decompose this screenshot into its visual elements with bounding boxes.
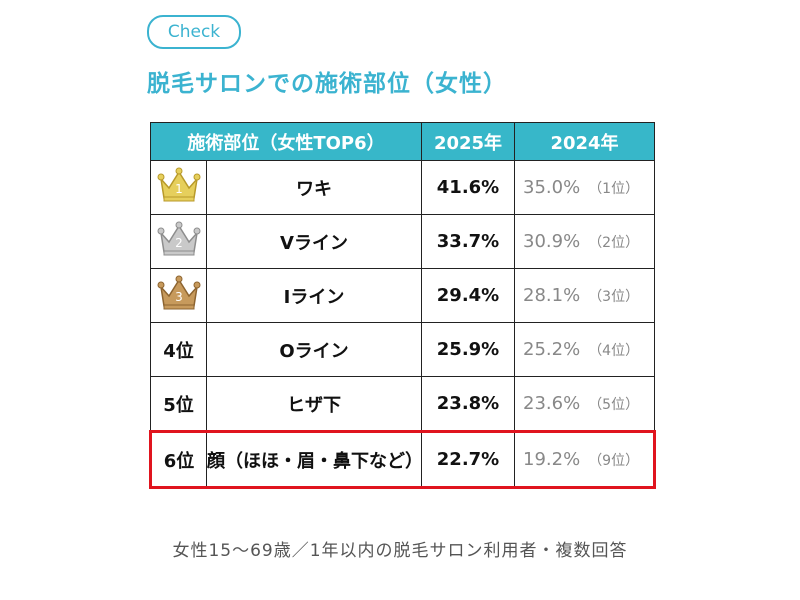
header-cell: 2024年 [514, 122, 655, 161]
value-2024: 23.6% [523, 393, 581, 414]
value-2024: 30.9% [523, 231, 581, 252]
value-2025: 33.7% [421, 214, 515, 269]
value-2024-cell: 25.2% （4位） [514, 322, 655, 377]
rank-cell: 3 [150, 268, 207, 323]
rank-2024: （2位） [588, 235, 640, 251]
header-cell: 施術部位（女性TOP6） [150, 122, 422, 161]
title: 脱毛サロンでの施術部位（女性） [147, 71, 507, 97]
crown-icon: 2 [157, 221, 200, 256]
footnote: 女性15〜69歳／1年以内の脱毛サロン利用者・複数回答 [172, 541, 628, 561]
table-row: 1 ワキ 41.6% 35.0% （1位） [150, 160, 655, 215]
ranking-table: 施術部位（女性TOP6） 2025年 2024年 1 ワキ 41.6% 35.0% （1… [149, 122, 656, 489]
rank-number: 1 [175, 182, 183, 196]
value-2024: 19.2% [523, 449, 581, 470]
table-row: 6位 顔（ほほ・眉・鼻下など） 22.7% 19.2% （9位） [149, 430, 656, 489]
crown-icon: 3 [157, 275, 200, 310]
rank-number: 2 [175, 236, 183, 250]
rank-2024: （9位） [588, 453, 640, 469]
rank-number: 3 [175, 290, 183, 304]
item-cell: Vライン [206, 214, 422, 269]
item-cell: 顔（ほほ・眉・鼻下など） [206, 430, 423, 489]
rank-cell: 2 [150, 214, 207, 269]
value-2024-cell: 35.0% （1位） [514, 160, 655, 215]
value-2025: 29.4% [421, 268, 515, 323]
rank-2024: （4位） [588, 343, 640, 359]
table-row: 3 Iライン 29.4% 28.1% （3位） [150, 268, 655, 323]
rank-2024: （1位） [588, 181, 640, 197]
table-row: 5位 ヒザ下 23.8% 23.6% （5位） [150, 376, 655, 432]
item-cell: ワキ [206, 160, 422, 215]
rank-cell: 1 [150, 160, 207, 215]
table-row: 2 Vライン 33.7% 30.9% （2位） [150, 214, 655, 269]
crown-icon: 1 [157, 167, 200, 202]
value-2024-cell: 28.1% （3位） [514, 268, 655, 323]
rank-2024: （5位） [588, 397, 640, 413]
value-2024-cell: 19.2% （9位） [514, 430, 656, 489]
value-2024: 28.1% [523, 285, 581, 306]
check-badge: Check [147, 15, 241, 49]
value-2025: 25.9% [421, 322, 515, 377]
rank-cell: 4位 [150, 322, 207, 377]
header-cell: 2025年 [421, 122, 515, 161]
rank-cell: 5位 [150, 376, 207, 432]
item-cell: Oライン [206, 322, 422, 377]
value-2024-cell: 30.9% （2位） [514, 214, 655, 269]
rank-cell: 6位 [149, 430, 207, 489]
value-2024-cell: 23.6% （5位） [514, 376, 655, 432]
value-2024: 25.2% [523, 339, 581, 360]
header-row: 施術部位（女性TOP6） 2025年 2024年 [150, 122, 655, 161]
value-2025: 22.7% [421, 430, 515, 489]
value-2025: 41.6% [421, 160, 515, 215]
item-cell: Iライン [206, 268, 422, 323]
rank-2024: （3位） [588, 289, 640, 305]
value-2025: 23.8% [421, 376, 515, 432]
item-cell: ヒザ下 [206, 376, 422, 432]
table-row: 4位 Oライン 25.9% 25.2% （4位） [150, 322, 655, 377]
value-2024: 35.0% [523, 177, 581, 198]
